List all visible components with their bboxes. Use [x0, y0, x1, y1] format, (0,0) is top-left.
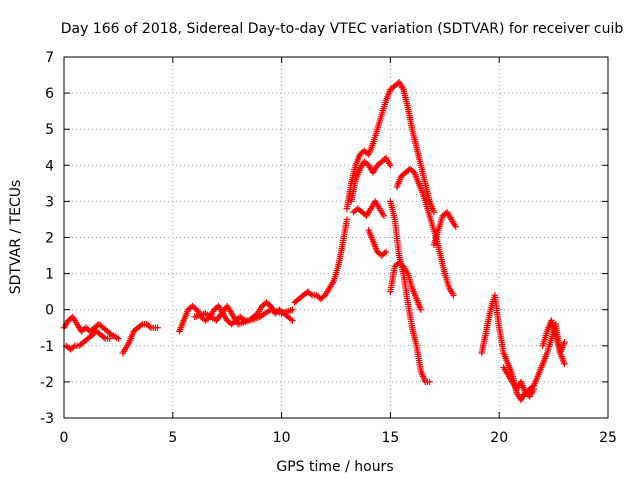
- y-tick-label: 5: [45, 122, 54, 138]
- data-point: [417, 306, 425, 313]
- x-tick-label: 20: [490, 430, 508, 446]
- y-tick-label: 0: [45, 303, 54, 319]
- y-tick-label: 1: [45, 267, 54, 283]
- y-tick-label: -1: [40, 339, 54, 355]
- series-seg5: [191, 302, 296, 328]
- data-point: [289, 317, 296, 324]
- data-marks: [60, 79, 568, 404]
- series-seg3: [119, 320, 161, 357]
- series-seg7: [343, 79, 438, 216]
- data-point: [137, 322, 145, 329]
- x-tick-label: 5: [168, 430, 177, 446]
- y-tick-label: 3: [45, 194, 54, 210]
- data-point: [307, 290, 314, 298]
- data-point: [450, 292, 457, 299]
- data-point: [146, 323, 153, 330]
- data-point: [381, 249, 388, 257]
- x-tick-label: 0: [60, 430, 69, 446]
- y-tick-label: 4: [45, 158, 54, 174]
- data-point: [387, 162, 394, 169]
- x-tick-label: 15: [381, 430, 399, 446]
- series-seg14: [430, 209, 459, 248]
- grid: [64, 57, 608, 418]
- y-tick-labels: -3 -2 -1 0 1 2 3 4 5 6 7: [40, 50, 54, 427]
- x-tick-label: 25: [599, 430, 617, 446]
- x-tick-labels: 0 5 10 15 20 25: [60, 430, 617, 446]
- data-point: [380, 212, 388, 220]
- series-seg6: [291, 216, 351, 306]
- data-point: [154, 324, 161, 331]
- data-point: [343, 216, 351, 223]
- data-point: [106, 335, 113, 342]
- series-seg12: [387, 259, 425, 313]
- x-tick-label: 10: [273, 430, 291, 446]
- y-tick-label: -2: [40, 375, 54, 391]
- series-seg10: [365, 227, 390, 259]
- data-point: [115, 335, 122, 342]
- data-point: [100, 334, 108, 341]
- series-seg13: [393, 165, 457, 299]
- y-tick-label: -3: [40, 411, 54, 427]
- y-axis-label: SDTVAR / TECUs: [8, 180, 24, 295]
- series-seg1: [60, 313, 122, 342]
- data-point: [530, 385, 538, 393]
- series-seg8: [348, 154, 394, 205]
- data-point: [561, 338, 568, 346]
- y-tick-label: 7: [45, 50, 54, 66]
- series-seg16: [500, 364, 538, 400]
- data-point: [70, 343, 77, 351]
- data-point: [561, 360, 568, 368]
- series-seg9: [350, 198, 388, 220]
- data-point: [426, 378, 433, 386]
- data-point: [289, 306, 296, 313]
- plot-frame: [63, 56, 609, 419]
- x-axis-label: GPS time / hours: [276, 459, 393, 475]
- y-tick-label: 6: [45, 86, 54, 102]
- series-seg11: [387, 198, 433, 386]
- chart-title: Day 166 of 2018, Sidereal Day-to-day VTE…: [61, 21, 624, 37]
- data-point: [287, 316, 295, 323]
- data-point: [382, 248, 390, 256]
- series-seg17: [539, 317, 568, 357]
- y-tick-label: 2: [45, 231, 54, 247]
- data-point: [452, 223, 459, 230]
